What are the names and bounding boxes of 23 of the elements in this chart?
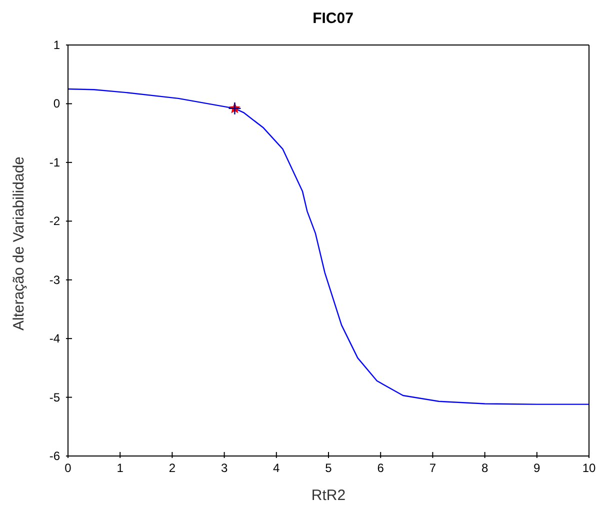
x-tick-label: 1: [116, 461, 124, 475]
x-tick-label: 4: [273, 461, 280, 475]
y-tick-label: -6: [49, 449, 60, 463]
y-tick-label: 1: [53, 38, 60, 52]
x-tick-label: 9: [534, 461, 541, 475]
x-tick-label: 0: [64, 461, 72, 475]
y-tick-label: 0: [53, 96, 60, 111]
chart-title: FIC07: [312, 9, 354, 29]
x-tick-label: 5: [325, 461, 332, 475]
x-tick-label: 6: [377, 461, 384, 475]
y-tick-label: -5: [49, 390, 60, 404]
x-axis-title: RtR2: [311, 487, 346, 504]
x-tick-label: 7: [429, 461, 436, 475]
y-tick-label: -2: [49, 214, 60, 228]
x-tick-label: 10: [582, 461, 596, 475]
x-tick-label: 2: [168, 461, 176, 475]
x-tick-label: 8: [481, 461, 488, 475]
y-tick-label: -1: [49, 155, 60, 170]
x-tick-label: 3: [220, 461, 228, 475]
y-tick-label: -4: [49, 332, 60, 346]
line-series: [68, 88, 589, 405]
y-tick-label: -3: [49, 272, 60, 287]
y-axis-title: Alteração de Variabilidade: [10, 156, 28, 330]
